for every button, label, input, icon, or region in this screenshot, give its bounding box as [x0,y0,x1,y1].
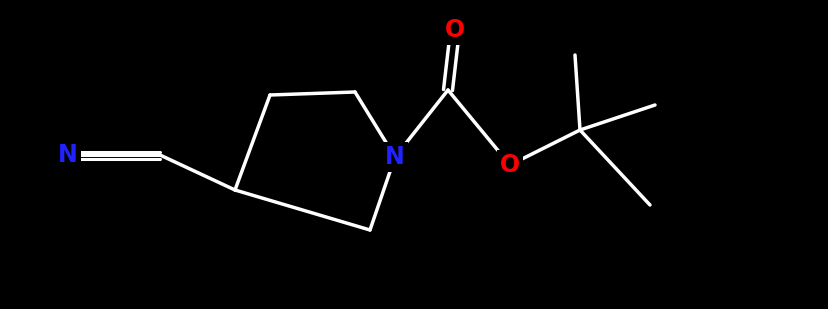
Text: O: O [445,18,465,42]
Text: N: N [58,143,78,167]
Text: O: O [499,153,519,177]
Text: N: N [385,145,404,169]
